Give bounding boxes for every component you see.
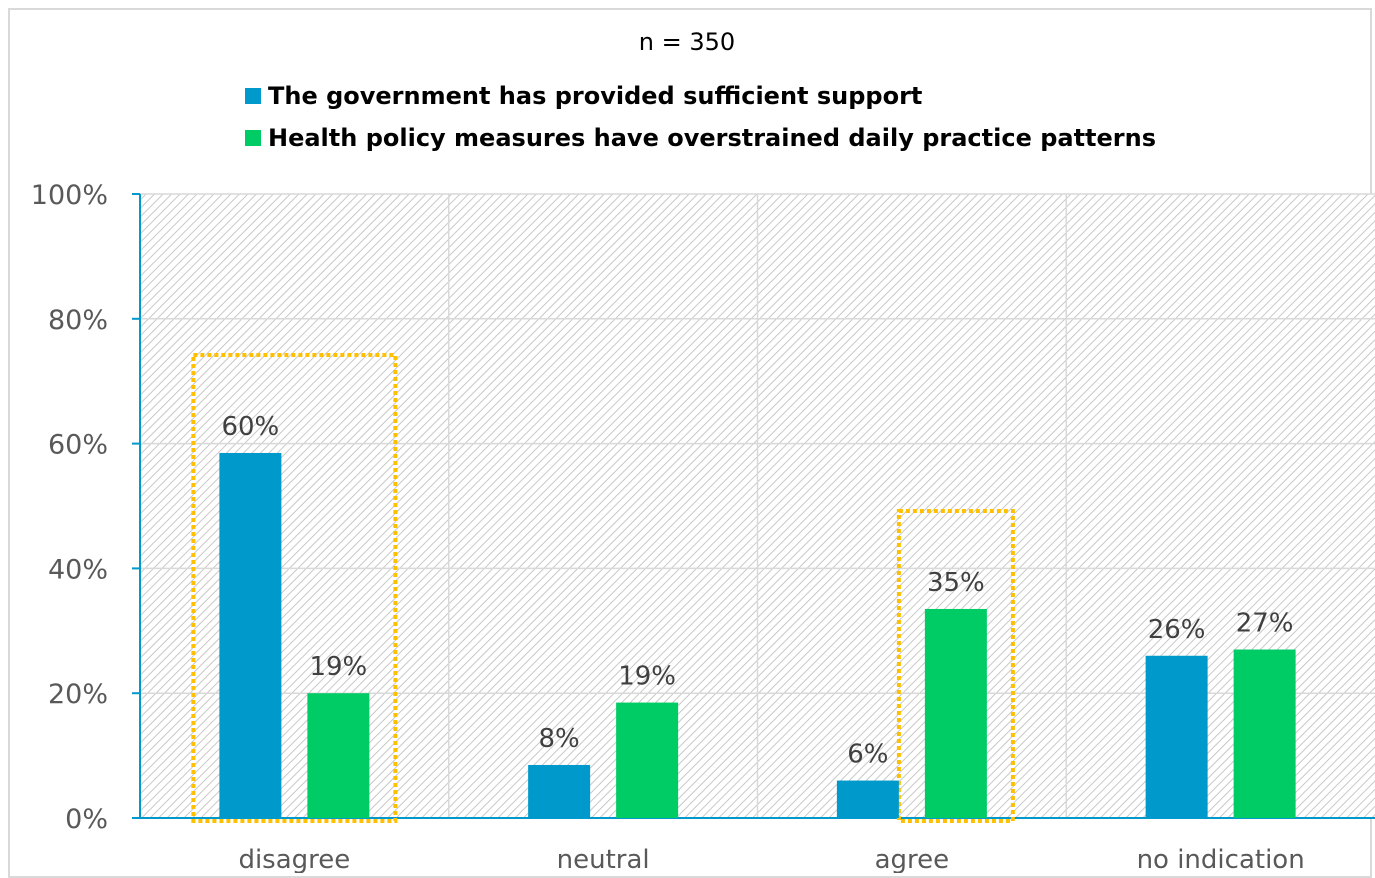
bar-agree-series-2[interactable] bbox=[924, 608, 987, 818]
x-tick-label-agree: agree bbox=[875, 845, 950, 873]
y-tick-label-60: 60% bbox=[48, 430, 108, 461]
legend-item-health-policy[interactable]: Health policy measures have overstrained… bbox=[245, 124, 1156, 152]
x-tick-label-disagree: disagree bbox=[238, 845, 350, 873]
chart-subtitle: n = 350 bbox=[639, 28, 735, 56]
bar-neutral-series-2[interactable] bbox=[616, 702, 679, 818]
data-label-disagree-series-1: 60% bbox=[221, 412, 279, 442]
highlight-boxes bbox=[191, 352, 1015, 823]
data-label-agree-series-1: 6% bbox=[847, 740, 888, 770]
bar-disagree-series-1[interactable] bbox=[219, 452, 282, 818]
gridlines bbox=[140, 193, 1375, 818]
legend-label-health-policy: Health policy measures have overstrained… bbox=[268, 124, 1156, 152]
data-label-neutral-series-1: 8% bbox=[539, 724, 580, 754]
x-axis-ticks: disagree neutral agree no indication bbox=[238, 845, 1304, 873]
y-axis-ticks: 0% 20% 40% 60% 80% 100% bbox=[31, 180, 108, 835]
x-tick-label-neutral: neutral bbox=[557, 845, 650, 873]
data-label-neutral-series-2: 19% bbox=[618, 662, 676, 692]
y-tick-label-40: 40% bbox=[48, 554, 108, 585]
bar-disagree-series-2[interactable] bbox=[307, 693, 370, 818]
legend-swatch-health-policy bbox=[245, 130, 261, 146]
data-label-disagree-series-2: 19% bbox=[309, 652, 367, 682]
bars bbox=[219, 452, 1296, 818]
y-tick-label-0: 0% bbox=[65, 804, 108, 835]
bar-no-indication-series-1[interactable] bbox=[1145, 655, 1208, 818]
bar-neutral-series-1[interactable] bbox=[528, 764, 591, 818]
bar-agree-series-1[interactable] bbox=[836, 780, 899, 818]
legend-item-government-support[interactable]: The government has provided sufficient s… bbox=[245, 82, 922, 110]
legend: The government has provided sufficient s… bbox=[245, 82, 1156, 152]
x-tick-label-no-indication: no indication bbox=[1137, 845, 1305, 873]
highlight-box-agree bbox=[896, 508, 1015, 823]
highlight-box-disagree bbox=[191, 352, 398, 823]
y-tick-label-20: 20% bbox=[48, 679, 108, 710]
bar-no-indication-series-2[interactable] bbox=[1233, 649, 1296, 818]
y-tick-label-80: 80% bbox=[48, 305, 108, 336]
data-labels: 60% 8% 6% 26% 19% 19% 35% 27% bbox=[221, 412, 1293, 770]
data-label-no-indication-series-1: 26% bbox=[1148, 615, 1206, 645]
data-label-agree-series-2: 35% bbox=[927, 568, 985, 598]
y-tick-label-100: 100% bbox=[31, 180, 108, 211]
legend-label-government-support: The government has provided sufficient s… bbox=[268, 82, 922, 110]
legend-swatch-government-support bbox=[245, 88, 261, 104]
data-label-no-indication-series-2: 27% bbox=[1236, 609, 1294, 639]
